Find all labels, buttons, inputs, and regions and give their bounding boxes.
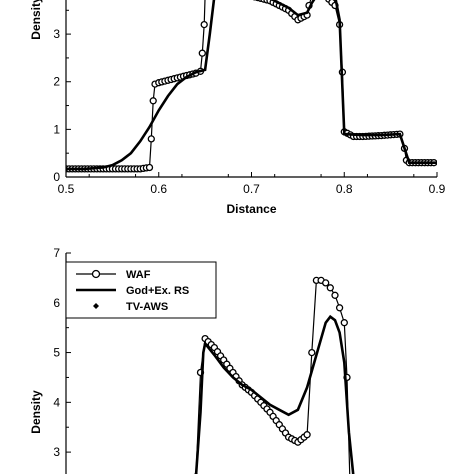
y-tick-label: 1 (53, 122, 60, 136)
legend-label: TV-AWS (126, 301, 168, 313)
y-tick-label: 2 (53, 75, 60, 89)
god-ex-rs-series-line (194, 314, 355, 474)
waf-point (322, 279, 330, 287)
y-tick-label: 3 (53, 445, 60, 459)
x-tick-label: 0.8 (336, 182, 353, 196)
waf-point (149, 97, 157, 105)
waf-point (335, 304, 344, 312)
y-tick-label: 5 (53, 346, 60, 360)
god-ex-rs-series-line (66, 0, 437, 171)
top-density-plot: 0 1 2 3 0.5 0.6 0.7 0.8 0.9 Distance Density (29, 0, 446, 216)
legend-label: WAF (126, 269, 151, 281)
waf-point (145, 163, 154, 172)
waf-point (308, 348, 316, 357)
waf-point (147, 135, 155, 143)
waf-series-line (66, 0, 437, 170)
bottom-density-plot: 3 4 5 6 7 Density WAF God+Ex. RS TV-AWS (29, 246, 355, 474)
x-tick-label: 0.7 (243, 182, 260, 196)
waf-series-line (195, 279, 351, 474)
waf-point (340, 319, 348, 327)
waf-point (198, 49, 206, 57)
legend-tv-aws-marker (93, 303, 99, 309)
plot-area (66, 0, 437, 173)
y-tick-label: 3 (53, 27, 60, 41)
y-axis-label: Density (29, 390, 43, 434)
waf-point (200, 20, 208, 29)
y-axis-label: Density (29, 0, 43, 40)
x-tick-label: 0.9 (429, 182, 446, 196)
waf-point (326, 284, 334, 292)
plot-area (193, 276, 355, 474)
y-tick-label: 0 (53, 170, 60, 184)
legend-label: God+Ex. RS (126, 285, 189, 297)
waf-point (331, 291, 339, 299)
y-tick-label: 7 (53, 246, 60, 260)
x-tick-label: 0.5 (58, 182, 75, 196)
legend-waf-marker (91, 269, 101, 279)
y-tick-label: 4 (53, 395, 60, 409)
y-tick-label: 6 (53, 296, 60, 310)
x-axis-label: Distance (226, 202, 276, 216)
waf-point (303, 431, 311, 439)
x-tick-label: 0.6 (150, 182, 167, 196)
